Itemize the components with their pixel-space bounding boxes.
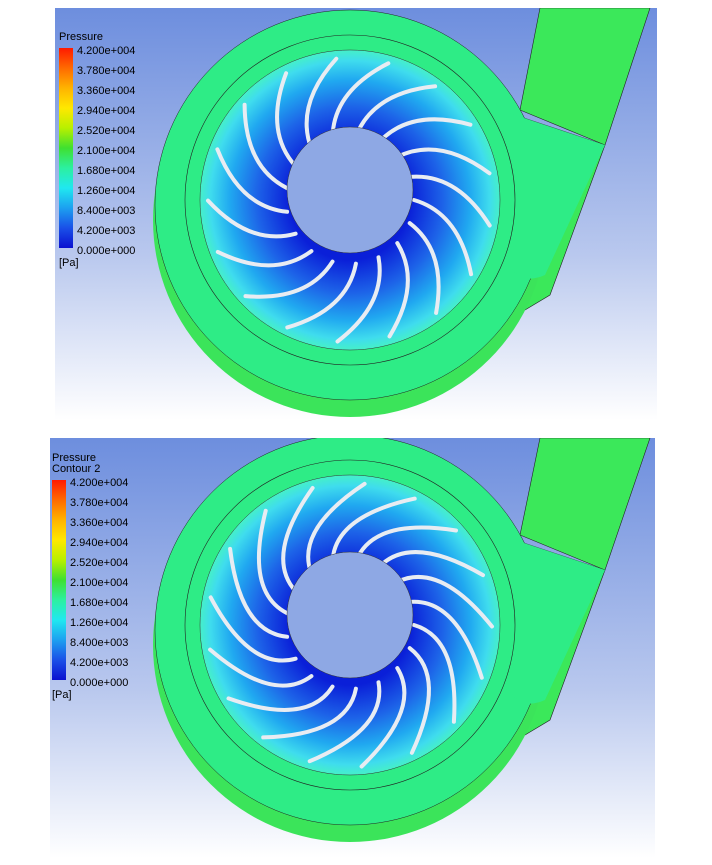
blade [306,481,367,576]
legend-title: Pressure [59,31,103,43]
legend-unit: [Pa] [52,689,72,701]
legend-label: 3.360e+004 [77,85,135,97]
legend-label: 4.200e+003 [77,225,135,237]
legend-label: 3.780e+004 [70,497,128,509]
pipe-join [498,110,605,279]
pipe-join [498,535,605,704]
legend-label: 2.940e+004 [70,537,128,549]
blade [215,249,314,268]
legend-unit: [Pa] [59,257,79,269]
blade [330,496,417,566]
legend-label: 8.400e+003 [70,637,128,649]
legend-label: 4.200e+004 [70,477,128,489]
blade [407,174,492,228]
legend-label: 2.940e+004 [77,105,135,117]
blade [242,102,290,191]
blade [243,259,335,299]
blade [407,599,484,680]
blade [335,255,382,344]
hub [286,551,414,679]
panel [50,438,655,858]
blade [275,71,298,169]
blade [226,684,335,712]
color-bar [52,480,66,680]
blade [407,646,431,755]
volute-inner [184,34,516,366]
blade [412,198,474,277]
legend-label: 2.100e+004 [70,577,128,589]
blade [353,525,458,564]
hub [286,126,414,254]
legend-label: 4.200e+004 [77,45,135,57]
blade [304,56,339,151]
blade [285,261,358,330]
legend-subtitle: Contour 2 [52,463,100,475]
legend-label: 8.400e+003 [77,205,135,217]
legend-label: 1.680e+004 [77,165,135,177]
blade [395,574,494,629]
blade [387,241,410,339]
blade [208,647,314,688]
legend-label: 3.780e+004 [77,65,135,77]
blade [353,84,438,139]
blade [359,666,407,769]
color-bar [59,48,73,248]
legend-label: 2.520e+004 [70,557,128,569]
legend-label: 1.260e+004 [77,185,135,197]
legend-label: 3.360e+004 [70,517,128,529]
legend-label: 2.520e+004 [77,125,135,137]
blade [256,508,290,616]
blade [330,61,391,141]
blade [307,680,382,764]
blade [206,198,298,239]
panel [55,8,657,420]
legend-label: 2.100e+004 [77,145,135,157]
blade [376,117,473,145]
blade [407,221,441,315]
legend-title: Pressure [52,452,96,464]
blade [228,546,290,639]
blade [215,147,290,214]
blade [395,147,492,176]
legend-label: 1.680e+004 [70,597,128,609]
blade [412,623,457,724]
blade [208,595,298,663]
volute-inner [184,459,516,791]
blade [281,486,315,594]
blade [376,550,485,578]
legend-label: 0.000e+000 [77,245,135,257]
legend-label: 4.200e+003 [70,657,128,669]
legend-label: 1.260e+004 [70,617,128,629]
blade [261,686,358,740]
legend-label: 0.000e+000 [70,677,128,689]
